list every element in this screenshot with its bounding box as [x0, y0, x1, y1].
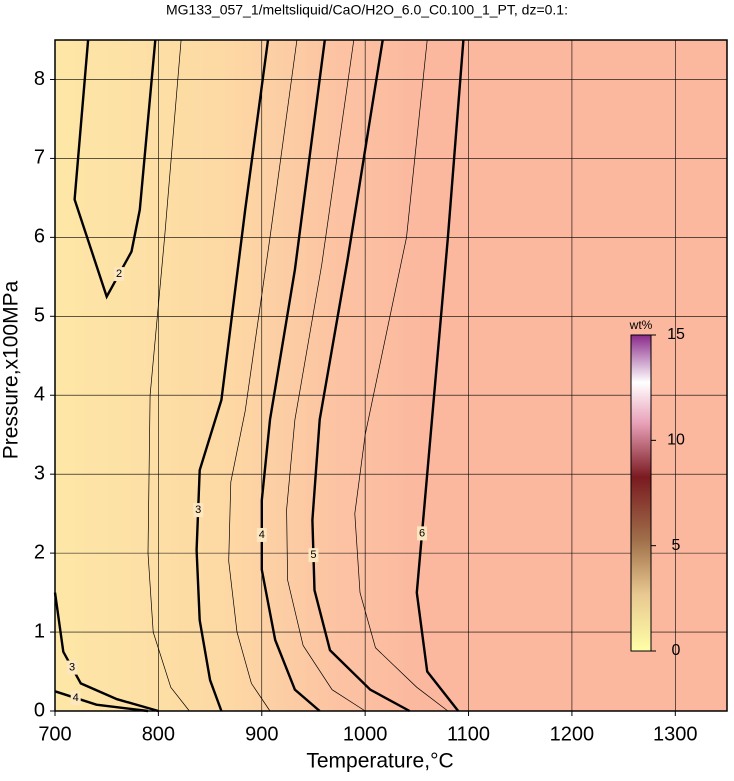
colorbar-label: wt%: [629, 318, 653, 332]
x-tick-label: 1300: [653, 723, 698, 745]
contour-line: [286, 39, 366, 712]
contour-label-bg: [417, 526, 428, 541]
contour-label-bg: [67, 660, 78, 675]
y-tick-label: 5: [34, 305, 45, 327]
colorbar-tick-label: 5: [672, 537, 681, 554]
contour-line: [354, 39, 449, 712]
contour-label: 6: [419, 527, 425, 539]
contour-label: 3: [69, 661, 75, 673]
contour-label-bg: [308, 548, 319, 563]
contour-line: [54, 690, 149, 713]
x-axis-label: Temperature,°C: [306, 750, 453, 773]
contour-label-bg: [114, 267, 125, 282]
y-tick-label: 6: [34, 226, 45, 248]
y-tick-label: 3: [34, 462, 45, 484]
colorbar-tick-label: 15: [667, 326, 685, 343]
x-tick-label: 700: [38, 723, 71, 745]
axes: 700 800 900 1000 1100 1200 1300 0 1 2 3 4 5 6 7 8: [34, 68, 698, 746]
x-tick-label: 1200: [550, 723, 595, 745]
field-fill: [55, 40, 727, 711]
y-tick-label: 1: [34, 620, 45, 642]
y-tick-label: 8: [34, 68, 45, 90]
contour-label: 2: [116, 268, 122, 280]
chart-title: MG133_057_1/meltsliquid/CaO/H2O_6.0_C0.1…: [166, 2, 568, 18]
contour-label-bg: [70, 690, 81, 705]
y-axis-label: Pressure,x100MPa: [0, 280, 23, 459]
y-tick-label: 2: [34, 541, 45, 563]
contour-label-bg: [256, 527, 267, 542]
contour-label: 4: [73, 692, 79, 704]
y-tick-label: 0: [34, 699, 45, 721]
contour-line: [228, 39, 298, 712]
y-tick-label: 7: [34, 147, 45, 169]
y-tick-label: 4: [34, 384, 45, 406]
colorbar: [630, 334, 652, 652]
x-tick-label: 1100: [447, 723, 490, 745]
contour-label: 4: [259, 529, 265, 541]
x-tick-label: 900: [245, 723, 278, 745]
contour-label: 5: [310, 549, 316, 561]
x-tick-label: 800: [142, 723, 175, 745]
x-tick-label: 1000: [343, 723, 388, 745]
contours: 2 3 3 4 4 5 6: [53, 39, 465, 713]
contour-line: [147, 39, 190, 712]
contour-label-bg: [193, 503, 204, 518]
contour-label: 3: [195, 504, 201, 516]
contour-line: [53, 592, 159, 713]
grid: [54, 40, 727, 712]
colorbar-tick-label: 10: [667, 432, 685, 449]
plot-frame: [54, 39, 728, 712]
colorbar-tick-label: 0: [672, 642, 681, 659]
